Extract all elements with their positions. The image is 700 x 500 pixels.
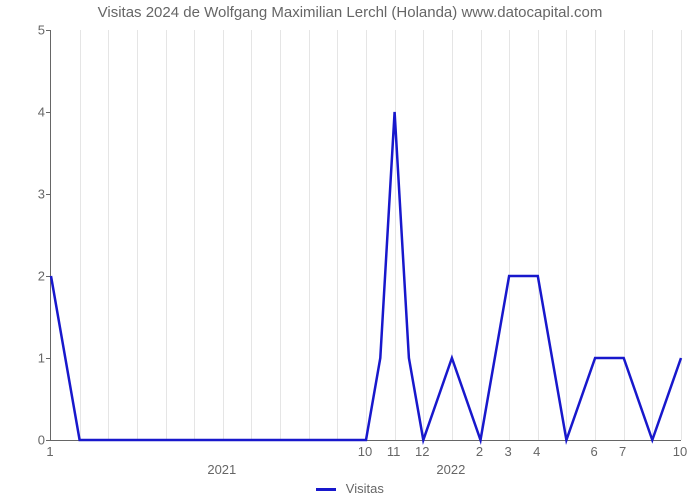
- x-tick-label: 10: [358, 444, 372, 459]
- y-tick-label: 1: [30, 351, 45, 366]
- x-year-label: 2022: [436, 462, 465, 477]
- x-tick-label: 4: [533, 444, 540, 459]
- vgrid-line: [681, 30, 682, 440]
- plot-area: [50, 30, 681, 441]
- x-year-label: 2021: [207, 462, 236, 477]
- line-series: [51, 30, 681, 440]
- x-tick-label: 11: [387, 444, 401, 459]
- x-tick-label: 6: [590, 444, 597, 459]
- legend-swatch: [316, 488, 336, 491]
- x-tick-label: 12: [415, 444, 429, 459]
- x-tick-label: 7: [619, 444, 626, 459]
- line-chart: Visitas 2024 de Wolfgang Maximilian Lerc…: [0, 0, 700, 500]
- x-tick-label: 3: [505, 444, 512, 459]
- y-tick-label: 2: [30, 269, 45, 284]
- x-tick-label: 2: [476, 444, 483, 459]
- y-tick-label: 0: [30, 433, 45, 448]
- x-tick-label: 10: [673, 444, 687, 459]
- y-tick-label: 3: [30, 187, 45, 202]
- y-tick-label: 4: [30, 105, 45, 120]
- legend-label: Visitas: [346, 481, 384, 496]
- chart-title: Visitas 2024 de Wolfgang Maximilian Lerc…: [0, 4, 700, 21]
- x-tick-label: 1: [46, 444, 53, 459]
- chart-legend: Visitas: [0, 481, 700, 496]
- y-tick-label: 5: [30, 23, 45, 38]
